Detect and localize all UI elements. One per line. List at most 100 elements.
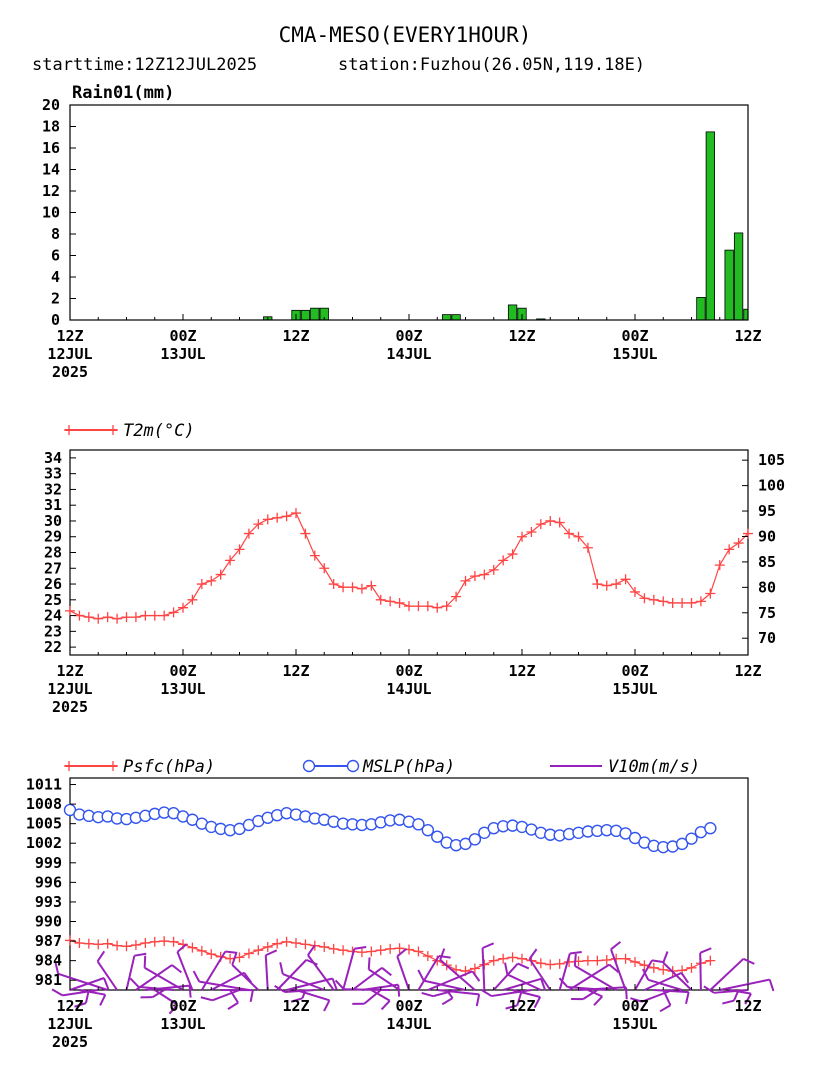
series-p0-point [705, 956, 715, 966]
y-tick-label: 26 [44, 575, 62, 593]
wind-barb-staff [700, 953, 701, 990]
series-p0-point [103, 939, 113, 949]
wind-barb-flag [530, 949, 537, 959]
y-tick-label: 990 [35, 913, 62, 931]
x-tick-year-label: 2025 [52, 363, 88, 381]
x-tick-date-label: 12JUL [47, 1015, 92, 1033]
x-tick-label: 00Z [621, 662, 648, 680]
y-tick-label: 10 [42, 204, 60, 222]
series-p0-point [545, 960, 555, 970]
y-tick-label: 12 [42, 182, 60, 200]
subtitle-station: station:Fuzhou(26.05N,119.18E) [338, 55, 645, 75]
y-tick-label: 90 [758, 527, 776, 545]
y-tick-label: 105 [758, 451, 785, 469]
wind-barb-staff [58, 974, 108, 990]
series-t2m-point [461, 576, 471, 586]
y-tick-label: 1011 [26, 776, 62, 794]
x-tick-date-label: 13JUL [160, 680, 205, 698]
series-t2m-point [677, 598, 687, 608]
series-p0-point [112, 941, 122, 951]
y-tick-label: 29 [44, 528, 62, 546]
rain-bar [706, 132, 714, 320]
series-t2m-point [479, 570, 489, 580]
y-tick-label: 20 [42, 96, 60, 114]
rain-bar [452, 315, 460, 320]
x-tick-date-label: 14JUL [386, 680, 431, 698]
series-t2m-point [385, 596, 395, 606]
series-t2m-point [84, 612, 94, 622]
x-tick-label: 12Z [282, 662, 309, 680]
series-t2m-point [206, 576, 216, 586]
wind-barb-staff [483, 948, 485, 990]
y-tick-label: 75 [758, 604, 776, 622]
y-tick-label: 14 [42, 161, 60, 179]
series-p0-point [329, 944, 339, 954]
wind-barb-flag [382, 968, 391, 976]
x-tick-label: 00Z [169, 662, 196, 680]
series-t2m-point [263, 514, 273, 524]
x-tick-label: 12Z [734, 327, 761, 345]
series-p2-legend-label: V10m(m/s) [608, 757, 700, 777]
rain-bar [311, 308, 319, 320]
x-tick-date-label: 15JUL [612, 345, 657, 363]
series-p0-point [291, 938, 301, 948]
series-0-legend-label: T2m(°C) [123, 421, 195, 441]
y-tick-label: 24 [44, 607, 62, 625]
wind-barb-flag [518, 964, 529, 969]
series-p0-point [555, 959, 565, 969]
x-tick-label: 00Z [621, 997, 648, 1015]
y-tick-label: 32 [44, 480, 62, 498]
wind-barb-flag [382, 1001, 390, 1010]
rain-bar [442, 315, 450, 320]
series-t2m-point [621, 574, 631, 584]
x-tick-label: 12Z [282, 327, 309, 345]
series-t2m-point [724, 544, 734, 554]
series-p0-point [84, 939, 94, 949]
subtitle-start-time: starttime:12Z12JUL2025 [32, 55, 257, 75]
x-tick-date-label: 14JUL [386, 1015, 431, 1033]
y-tick-label: 34 [44, 449, 62, 467]
wind-barb-flag [575, 954, 576, 966]
x-tick-date-label: 13JUL [160, 345, 205, 363]
series-t2m-point [140, 611, 150, 621]
series-p1-point [705, 823, 716, 834]
series-t2m-point [291, 508, 301, 518]
series-t2m-point [611, 579, 621, 589]
wind-barb-flag [104, 978, 108, 989]
y-tick-label: 8 [51, 225, 60, 243]
series-t2m-point [592, 579, 602, 589]
wind-barb-flag [743, 959, 754, 964]
x-tick-label: 12Z [56, 997, 83, 1015]
series-t2m-point [150, 611, 160, 621]
series-t2m-point [630, 587, 640, 597]
y-tick-label: 984 [35, 952, 62, 970]
series-t2m-point [169, 607, 179, 617]
series-p0-point [253, 945, 263, 955]
wind-barb-flag [483, 943, 494, 948]
y-tick-label: 1005 [26, 815, 62, 833]
series-p0-point [159, 936, 169, 946]
y-tick-label: 22 [44, 638, 62, 656]
series-t2m-point [131, 612, 141, 622]
wind-barb-flag [172, 965, 181, 972]
plot-frame [70, 105, 748, 320]
series-p0-point [621, 954, 631, 964]
series-p0-point [169, 937, 179, 947]
wind-barb-flag [201, 997, 213, 1000]
y-tick-label: 993 [35, 893, 62, 911]
y-tick-label: 987 [35, 932, 62, 950]
series-p0-point [687, 963, 697, 973]
y-tick-label: 1002 [26, 834, 62, 852]
x-tick-label: 00Z [169, 997, 196, 1015]
x-tick-label: 12Z [734, 997, 761, 1015]
wind-barb-flag [660, 1005, 670, 1011]
wind-barb-flag [686, 992, 689, 1004]
series-p1-legend-marker [348, 761, 359, 772]
series-0-legend-marker [108, 425, 118, 435]
wind-barb-flag [130, 978, 138, 987]
x-tick-date-label: 13JUL [160, 1015, 205, 1033]
series-t2m-point [639, 593, 649, 603]
wind-barb-flag [397, 949, 406, 957]
x-tick-date-label: 14JUL [386, 345, 431, 363]
series-t2m-point [517, 532, 527, 542]
